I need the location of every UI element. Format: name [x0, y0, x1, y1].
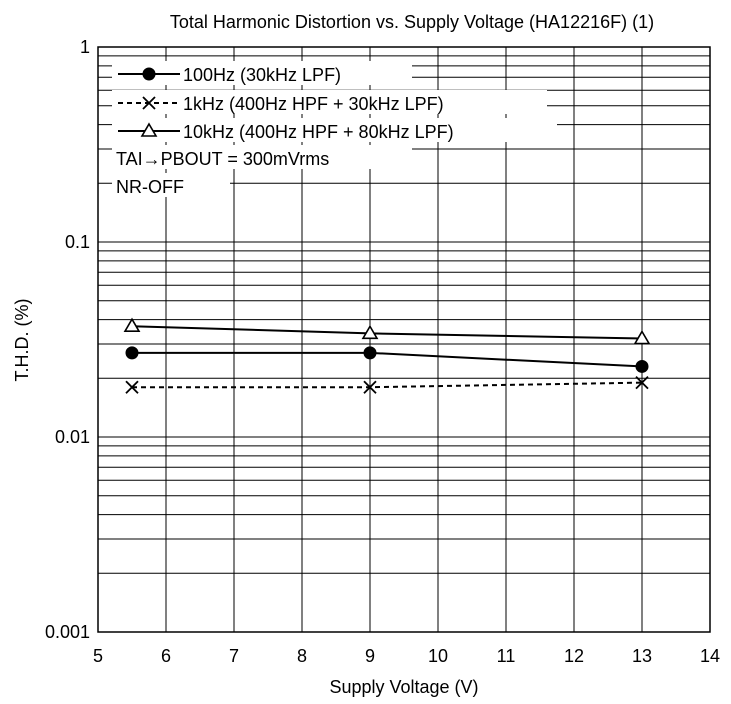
legend-label: 1kHz (400Hz HPF + 30kHz LPF)	[183, 94, 444, 114]
annotation-background	[112, 145, 412, 169]
x-tick-label: 12	[564, 646, 584, 666]
data-point-x	[125, 380, 139, 394]
data-point-x	[363, 380, 377, 394]
x-tick-label: 10	[428, 646, 448, 666]
data-point-triangle	[361, 324, 379, 340]
data-point-circle	[635, 359, 649, 373]
x-tick-label: 6	[161, 646, 171, 666]
x-tick-label: 5	[93, 646, 103, 666]
data-point-circle	[125, 346, 139, 360]
x-tick-label: 7	[229, 646, 239, 666]
plot-grid	[98, 47, 710, 632]
legend: 100Hz (30kHz LPF) 1kHz (400Hz HPF + 30kHz…	[112, 61, 557, 197]
legend-label: 10kHz (400Hz HPF + 80kHz LPF)	[183, 122, 454, 142]
condition-annotation: TAI→PBOUT = 300mVrms	[116, 149, 329, 169]
legend-background	[112, 118, 557, 142]
y-axis-ticks: 0.001 0.01 0.1 1	[45, 37, 90, 642]
x-axis-ticks: 5 6 7 8 9 10 11 12 13 14	[93, 646, 720, 666]
condition-annotation: NR-OFF	[116, 177, 184, 197]
data-point-circle	[363, 346, 377, 360]
data-point-triangle	[123, 317, 141, 333]
series-line	[132, 351, 643, 368]
x-tick-label: 14	[700, 646, 720, 666]
y-tick-label: 0.1	[65, 232, 90, 252]
y-axis-label: T.H.D. (%)	[12, 299, 32, 382]
series-line	[131, 325, 643, 340]
x-tick-label: 8	[297, 646, 307, 666]
x-tick-label: 9	[365, 646, 375, 666]
y-tick-label: 0.001	[45, 622, 90, 642]
data-point-circle	[142, 67, 156, 81]
data-point-triangle	[633, 329, 651, 345]
chart-title: Total Harmonic Distortion vs. Supply Vol…	[170, 12, 654, 32]
annotation-background	[112, 173, 230, 197]
data-point-x	[635, 376, 649, 390]
x-tick-label: 13	[632, 646, 652, 666]
data-series	[123, 317, 651, 394]
data-point-x	[142, 96, 156, 110]
legend-label: 100Hz (30kHz LPF)	[183, 65, 341, 85]
data-point-triangle	[140, 122, 158, 137]
y-tick-label: 1	[80, 37, 90, 57]
x-tick-label: 11	[497, 646, 516, 666]
plot-frame	[97, 46, 711, 633]
x-axis-label: Supply Voltage (V)	[329, 677, 478, 697]
legend-background	[112, 90, 547, 114]
series-line	[132, 381, 643, 389]
y-tick-label: 0.01	[55, 427, 90, 447]
